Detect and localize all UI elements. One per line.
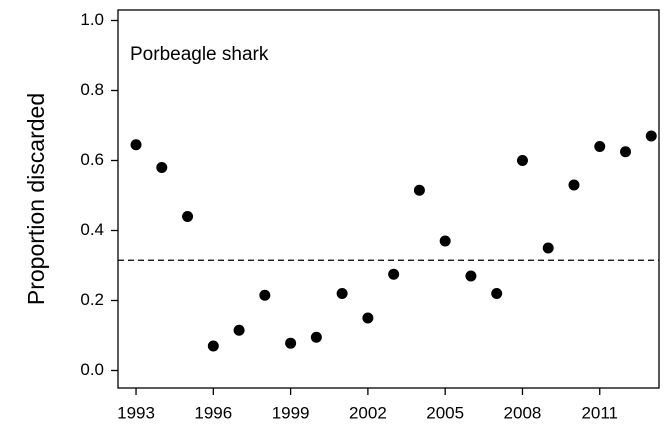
y-axis-label: Proportion discarded (23, 93, 49, 305)
point (413, 184, 425, 196)
point (259, 289, 271, 301)
plot-frame (117, 9, 660, 389)
point (362, 312, 374, 324)
point (594, 141, 606, 152)
point (542, 242, 554, 254)
annotation: Porbeagle shark (130, 44, 269, 65)
point (156, 162, 168, 173)
y-tick-label: 0.4 (80, 220, 104, 239)
x-tick-label: 1999 (272, 403, 310, 422)
y-tick-label: 1.0 (80, 10, 104, 29)
point (182, 211, 194, 222)
point (568, 179, 580, 191)
y-tick-label: 0.2 (80, 290, 104, 309)
x-tick-label: 2008 (504, 403, 542, 422)
x-tick-label: 2011 (581, 403, 618, 422)
point (310, 331, 322, 343)
point (645, 130, 657, 142)
y-tick-label: 0.8 (80, 80, 104, 99)
x-tick-label: 1993 (117, 403, 155, 422)
point (465, 270, 477, 282)
point (388, 268, 400, 280)
x-tick-label: 2002 (349, 403, 387, 422)
y-tick-label: 0.6 (80, 150, 104, 169)
x-tick-label: 1996 (194, 403, 232, 422)
y-tick-label: 0.0 (80, 360, 104, 379)
point (336, 288, 348, 299)
point (130, 139, 142, 151)
point (620, 146, 632, 158)
point (439, 235, 451, 247)
point (233, 324, 245, 336)
point (207, 340, 219, 352)
point (285, 337, 297, 349)
x-tick-label: 2005 (426, 403, 464, 422)
point (491, 288, 503, 299)
point (516, 155, 528, 166)
